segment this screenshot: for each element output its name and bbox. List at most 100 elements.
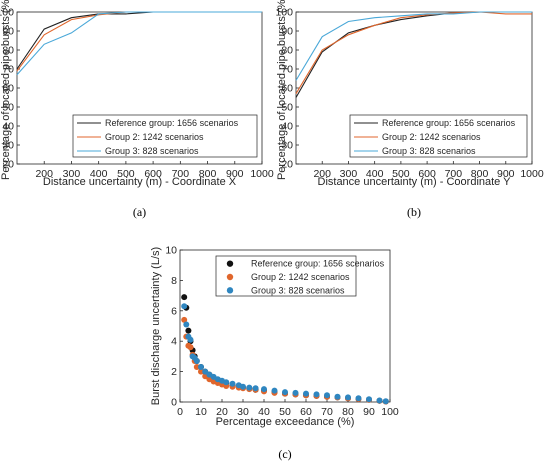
legend-entry: Reference group: 1656 scenarios xyxy=(251,259,385,269)
data-point-series-3 xyxy=(282,389,288,396)
y-tick-label: 90 xyxy=(281,26,293,38)
x-tick-label: 1000 xyxy=(520,168,544,180)
x-tick-label: 300 xyxy=(340,168,358,180)
x-axis-label: Distance uncertainty (m) - Coordinate Y xyxy=(318,176,512,188)
data-point-series-3 xyxy=(181,303,188,310)
legend-dot-marker xyxy=(226,260,234,267)
data-point-series-3 xyxy=(252,385,259,392)
legend-dot-marker xyxy=(226,287,234,294)
data-point-series-2 xyxy=(181,316,188,323)
legend-entry: Reference group: 1656 scenarios xyxy=(105,118,239,128)
panel-label: (a) xyxy=(133,205,146,219)
y-tick-label: 30 xyxy=(281,140,293,152)
x-tick-label: 10 xyxy=(195,406,207,418)
y-tick-label: 60 xyxy=(281,83,293,95)
data-point-series-3 xyxy=(183,321,190,328)
data-point-series-1 xyxy=(185,327,192,334)
x-tick-label: 400 xyxy=(90,168,108,180)
data-point-series-3 xyxy=(193,358,200,364)
x-tick-label: 60 xyxy=(300,406,312,418)
data-point-series-3 xyxy=(271,387,278,394)
legend-entry: Group 3: 828 scenarios xyxy=(251,285,345,295)
y-axis-label: Percentage of located pipe bursts (%) xyxy=(0,0,12,180)
x-tick-label: 600 xyxy=(144,168,162,180)
x-tick-label: 200 xyxy=(35,168,53,180)
legend-entry: Group 2: 1242 scenarios xyxy=(382,132,481,142)
x-tick-label: 40 xyxy=(258,406,270,418)
legend-dot-marker xyxy=(226,273,234,281)
series-line-3 xyxy=(295,11,532,81)
data-point-series-2 xyxy=(198,368,204,375)
legend-entry: Group 2: 1242 scenarios xyxy=(251,272,350,282)
data-point-series-3 xyxy=(303,390,309,397)
y-tick-label: 2 xyxy=(171,366,177,378)
panel-label: (b) xyxy=(407,205,421,219)
series-line-2 xyxy=(295,11,532,94)
y-axis-label: Percentage of located pipe bursts (%) xyxy=(276,0,288,180)
data-point-series-3 xyxy=(313,391,320,398)
y-axis-label: Burst discharge uncertainty (L/s) xyxy=(150,247,162,405)
y-tick-label: 50 xyxy=(281,102,293,114)
y-tick-label: 100 xyxy=(0,7,14,19)
x-tick-label: 80 xyxy=(342,406,354,418)
x-tick-label: 900 xyxy=(226,168,244,180)
legend-entry: Group 2: 1242 scenarios xyxy=(105,132,204,142)
y-tick-label: 80 xyxy=(281,45,293,57)
data-point-series-3 xyxy=(355,395,362,402)
legend-entry: Reference group: 1656 scenarios xyxy=(382,118,516,128)
y-tick-label: 70 xyxy=(281,64,293,76)
y-tick-label: 20 xyxy=(2,159,14,171)
data-point-series-3 xyxy=(187,336,194,343)
x-tick-label: 500 xyxy=(392,168,410,180)
x-tick-label: 900 xyxy=(497,168,515,180)
data-point-series-3 xyxy=(202,368,209,375)
data-point-series-3 xyxy=(366,396,372,403)
data-point-series-3 xyxy=(198,364,204,370)
legend-box xyxy=(215,255,357,297)
data-point-series-3 xyxy=(382,398,389,405)
y-tick-label: 40 xyxy=(281,121,293,133)
y-tick-label: 4 xyxy=(171,336,177,348)
x-tick-label: 50 xyxy=(279,406,291,418)
y-tick-label: 60 xyxy=(2,83,14,95)
data-point-series-3 xyxy=(240,383,246,390)
data-point-series-3 xyxy=(261,386,267,393)
data-point-series-3 xyxy=(292,389,299,396)
data-point-series-3 xyxy=(334,393,341,400)
chart-panel-1: 20 30 40 50 60 70 80 90 100 200 300 400 500 600 700 800… xyxy=(0,0,274,219)
x-tick-label: 800 xyxy=(471,168,489,180)
data-point-series-2 xyxy=(187,344,194,351)
y-tick-label: 6 xyxy=(171,305,177,317)
y-tick-label: 30 xyxy=(2,140,14,152)
x-tick-label: 70 xyxy=(321,406,333,418)
y-tick-label: 50 xyxy=(2,102,14,114)
data-point-series-1 xyxy=(181,294,188,301)
legend-box xyxy=(349,114,528,158)
data-point-series-3 xyxy=(246,384,253,391)
data-point-series-2 xyxy=(193,364,200,370)
data-point-series-3 xyxy=(223,379,230,386)
y-tick-label: 100 xyxy=(275,7,293,19)
x-axis-label: Percentage exceedance (%) xyxy=(216,416,355,428)
x-tick-label: 700 xyxy=(172,168,190,180)
x-tick-label: 800 xyxy=(199,168,217,180)
x-tick-label: 700 xyxy=(445,168,463,180)
y-tick-label: 20 xyxy=(281,159,293,171)
x-tick-label: 20 xyxy=(216,406,228,418)
x-tick-label: 100 xyxy=(381,406,399,418)
x-tick-label: 1000 xyxy=(250,168,274,180)
data-point-series-3 xyxy=(324,392,330,399)
panel-label: (c) xyxy=(278,447,291,461)
x-tick-label: 200 xyxy=(313,168,331,180)
x-tick-label: 500 xyxy=(117,168,135,180)
x-tick-label: 300 xyxy=(63,168,81,180)
y-tick-label: 8 xyxy=(171,275,177,287)
x-tick-label: 400 xyxy=(366,168,384,180)
y-tick-label: 10 xyxy=(165,245,177,257)
legend-entry: Group 3: 828 scenarios xyxy=(382,146,476,156)
x-tick-label: 600 xyxy=(418,168,436,180)
legend-entry: Group 3: 828 scenarios xyxy=(105,146,199,156)
legend-box xyxy=(72,114,258,158)
